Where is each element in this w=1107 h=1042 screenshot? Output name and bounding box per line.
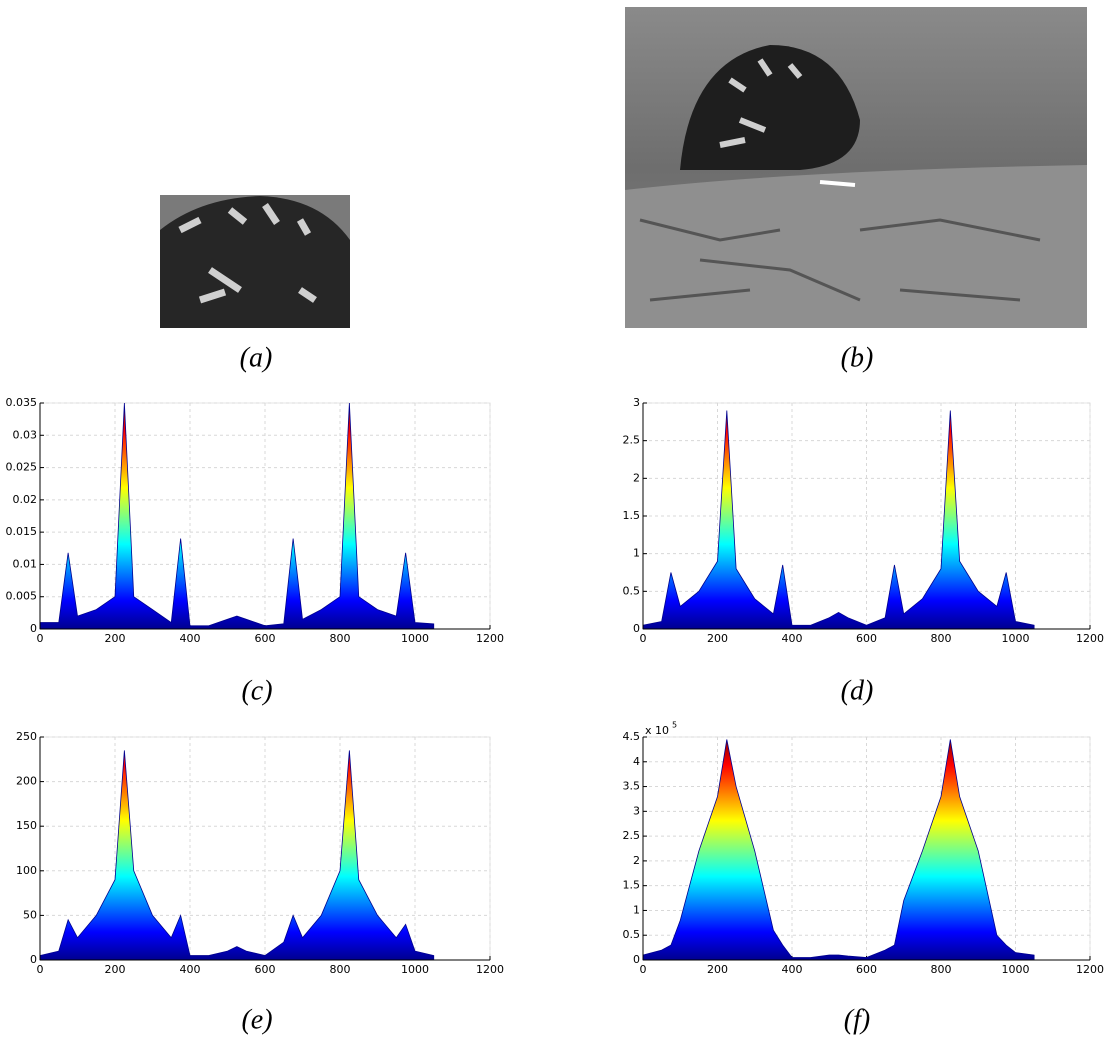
y-tick-label: 2.5 <box>623 434 641 447</box>
y-tick-label: 0 <box>633 953 640 966</box>
y-tick-label: 3 <box>633 804 640 817</box>
x-tick-label: 200 <box>105 963 126 976</box>
chart: 0 50 100 150 200 250 0 200 400 600 800 1000 1200 (e) <box>16 730 504 1035</box>
area <box>39 750 435 961</box>
x-tick-label: 200 <box>707 632 728 645</box>
y-tick-label: 3 <box>633 396 640 409</box>
y-tick-label: 150 <box>16 819 37 832</box>
x-tick-label: 1200 <box>1076 632 1104 645</box>
chart: 0 0.5 1 1.5 2 2.5 3 0 200 400 600 800 1000 1200 (d) <box>623 396 1105 706</box>
image-a <box>160 195 350 328</box>
x-tick-label: 400 <box>180 963 201 976</box>
y-tick-label: 4.5 <box>623 730 641 743</box>
x-tick-label: 1000 <box>1002 632 1030 645</box>
x-tick-label: 1000 <box>401 632 429 645</box>
x-tick-label: 400 <box>180 632 201 645</box>
caption: (b) <box>841 342 874 373</box>
y-tick-label: 200 <box>16 775 37 788</box>
x-tick-label: 0 <box>640 632 647 645</box>
y-tick-label: 1.5 <box>623 509 641 522</box>
x-tick-label: 1200 <box>1076 963 1104 976</box>
area <box>642 410 1035 630</box>
y-tick-label: 4 <box>633 755 640 768</box>
area <box>642 739 1035 961</box>
y-tick-label: 0.025 <box>6 461 38 474</box>
chart: 0 0.5 1 1.5 2 2.5 3 3.5 4 4.5 0 200 400 600 800 1000 120… <box>623 721 1105 1036</box>
y-tick-label: 1 <box>633 547 640 560</box>
y-tick-label: 0 <box>30 953 37 966</box>
x-tick-label: 0 <box>37 963 44 976</box>
y-tick-label: 0.01 <box>13 557 38 570</box>
y-multiplier: x 10 <box>645 724 669 737</box>
y-tick-label: 1.5 <box>623 879 641 892</box>
y-tick-label: 0.5 <box>623 928 641 941</box>
x-tick-label: 1200 <box>476 632 504 645</box>
x-tick-label: 200 <box>707 963 728 976</box>
y-tick-label: 2 <box>633 471 640 484</box>
x-tick-label: 600 <box>255 632 276 645</box>
y-tick-label: 0 <box>633 622 640 635</box>
x-tick-label: 0 <box>37 632 44 645</box>
y-tick-label: 0.005 <box>6 590 38 603</box>
y-tick-label: 0.015 <box>6 525 38 538</box>
x-tick-label: 1000 <box>401 963 429 976</box>
caption: (c) <box>241 675 272 706</box>
y-tick-label: 50 <box>23 908 37 921</box>
caption: (f) <box>844 1004 870 1035</box>
y-tick-label: 0.03 <box>13 428 38 441</box>
x-tick-label: 800 <box>931 963 952 976</box>
y-tick-label: 1 <box>633 903 640 916</box>
y-tick-label: 0.035 <box>6 396 38 409</box>
image-b <box>625 7 1087 328</box>
x-tick-label: 800 <box>330 632 351 645</box>
x-tick-label: 1000 <box>1002 963 1030 976</box>
x-tick-label: 200 <box>105 632 126 645</box>
chart: 0 0.005 0.01 0.015 0.02 0.025 0.03 0.035 0 200 400… <box>6 396 505 706</box>
y-multiplier-exponent: 5 <box>672 721 677 730</box>
caption: (a) <box>240 342 273 373</box>
y-tick-label: 3.5 <box>623 780 641 793</box>
x-tick-label: 0 <box>640 963 647 976</box>
area <box>39 402 435 630</box>
x-tick-label: 600 <box>856 632 877 645</box>
x-tick-label: 800 <box>330 963 351 976</box>
y-tick-label: 250 <box>16 730 37 743</box>
y-tick-label: 2 <box>633 854 640 867</box>
y-tick-label: 2.5 <box>623 829 641 842</box>
x-tick-label: 400 <box>782 963 803 976</box>
x-tick-label: 600 <box>856 963 877 976</box>
y-tick-label: 0 <box>30 622 37 635</box>
y-tick-label: 0.5 <box>623 584 641 597</box>
y-tick-label: 100 <box>16 864 37 877</box>
x-tick-label: 800 <box>931 632 952 645</box>
x-tick-label: 1200 <box>476 963 504 976</box>
y-tick-label: 0.02 <box>13 493 38 506</box>
caption: (d) <box>841 675 874 706</box>
x-tick-label: 400 <box>782 632 803 645</box>
x-tick-label: 600 <box>255 963 276 976</box>
caption: (e) <box>241 1004 272 1035</box>
